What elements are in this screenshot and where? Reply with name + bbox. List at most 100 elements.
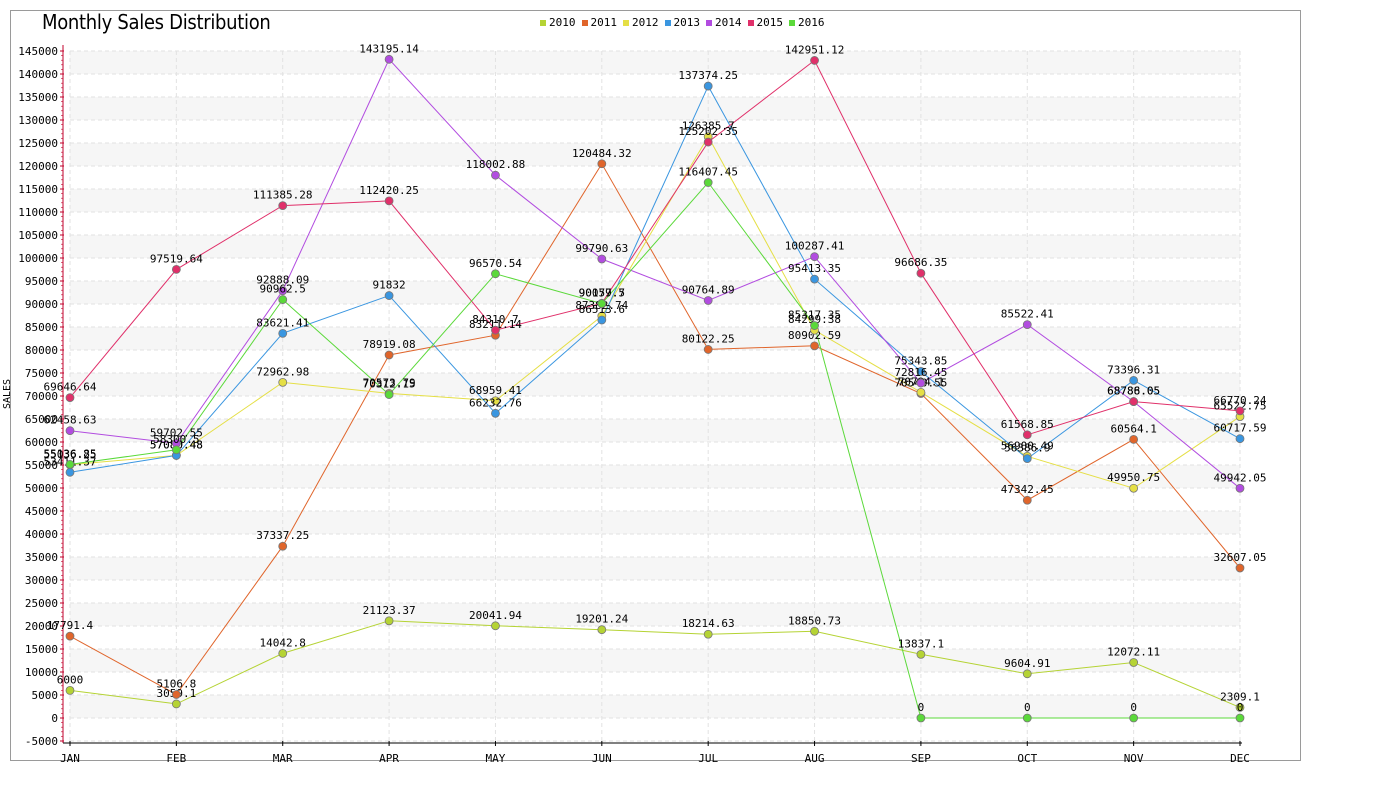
data-label: 58300.5 bbox=[153, 433, 199, 446]
data-point bbox=[65, 393, 75, 403]
y-tick-label: 120000 bbox=[18, 160, 58, 173]
data-label: 55036.25 bbox=[44, 448, 97, 461]
data-point bbox=[597, 159, 607, 169]
data-point bbox=[1129, 375, 1139, 385]
data-label: 75343.85 bbox=[894, 354, 947, 367]
y-tick-label: 60000 bbox=[25, 436, 58, 449]
data-label: 142951.12 bbox=[785, 43, 845, 56]
data-label: 59702.55 bbox=[150, 426, 203, 439]
data-point bbox=[916, 378, 926, 388]
data-point bbox=[1129, 397, 1139, 406]
series-line bbox=[69, 620, 1241, 708]
data-point bbox=[1022, 430, 1032, 440]
data-label: 49950.75 bbox=[1107, 471, 1160, 484]
x-tick-label: JUL bbox=[698, 752, 718, 765]
data-point bbox=[916, 367, 926, 376]
x-tick-label: AUG bbox=[805, 752, 825, 765]
y-tick-label: 140000 bbox=[18, 68, 58, 81]
legend-swatch bbox=[540, 19, 546, 26]
y-tick-label: 10000 bbox=[25, 666, 58, 679]
legend-item: 2015 bbox=[747, 16, 783, 29]
data-point bbox=[703, 81, 713, 91]
data-label: 18214.63 bbox=[682, 617, 735, 630]
data-label: 72962.98 bbox=[256, 365, 309, 378]
data-label: 61568.85 bbox=[1001, 418, 1054, 431]
data-label: 6000 bbox=[57, 673, 84, 686]
data-point bbox=[384, 616, 394, 626]
data-label: 32607.05 bbox=[1214, 551, 1267, 564]
data-point bbox=[810, 252, 819, 262]
data-label: 0 bbox=[1024, 701, 1031, 714]
series-line bbox=[69, 135, 1241, 489]
data-point bbox=[384, 350, 394, 360]
data-point bbox=[491, 621, 500, 631]
data-label: 2309.1 bbox=[1220, 690, 1260, 703]
data-label: 95413.35 bbox=[788, 262, 841, 275]
x-tick-label: DEC bbox=[1230, 752, 1250, 765]
grid-band bbox=[70, 235, 1240, 258]
data-point bbox=[491, 269, 500, 279]
grid-band bbox=[70, 465, 1240, 488]
series-line bbox=[69, 84, 1241, 473]
y-tick-label: 30000 bbox=[25, 574, 58, 587]
data-point bbox=[703, 296, 713, 305]
y-tick-label: 130000 bbox=[18, 114, 58, 127]
data-label: 143195.14 bbox=[359, 42, 419, 55]
data-label: 100287.41 bbox=[785, 240, 845, 253]
data-label: 68959.41 bbox=[469, 384, 522, 397]
data-point bbox=[65, 459, 75, 469]
series-line bbox=[69, 181, 1240, 719]
data-point bbox=[1022, 454, 1032, 464]
data-point bbox=[1235, 434, 1245, 444]
y-tick-label: 135000 bbox=[18, 91, 58, 104]
legend-item: 2013 bbox=[664, 16, 700, 29]
data-label: 68788.05 bbox=[1107, 385, 1160, 398]
data-label: 17791.4 bbox=[47, 619, 94, 632]
y-tick-label: 145000 bbox=[18, 45, 58, 58]
data-label: 19201.24 bbox=[575, 613, 628, 626]
data-label: 21123.37 bbox=[363, 604, 416, 617]
data-point bbox=[278, 328, 288, 338]
data-point bbox=[1022, 713, 1032, 723]
legend-item: 2011 bbox=[581, 16, 617, 29]
data-label: 83621.41 bbox=[256, 316, 309, 329]
data-label: 14042.8 bbox=[260, 636, 306, 649]
data-label: 126385.7 bbox=[682, 120, 735, 133]
data-label: 112420.25 bbox=[359, 184, 419, 197]
grid-band bbox=[70, 649, 1240, 672]
y-tick-label: 100000 bbox=[18, 252, 58, 265]
data-label: 65522.75 bbox=[1214, 400, 1267, 413]
data-label: 18850.73 bbox=[788, 614, 841, 627]
data-point bbox=[1022, 495, 1032, 505]
data-point bbox=[1129, 658, 1139, 667]
grid-band bbox=[70, 511, 1240, 534]
data-point bbox=[278, 295, 288, 304]
data-label: 116407.45 bbox=[678, 166, 738, 179]
chart-title: Monthly Sales Distribution bbox=[42, 10, 271, 34]
data-label: 96686.35 bbox=[894, 256, 947, 269]
x-tick-label: MAY bbox=[486, 752, 506, 765]
data-point bbox=[278, 286, 288, 296]
data-point bbox=[65, 467, 75, 477]
data-point bbox=[491, 408, 500, 418]
data-point bbox=[703, 137, 713, 147]
data-point bbox=[278, 201, 288, 211]
data-point bbox=[1022, 320, 1032, 329]
grid-band bbox=[70, 51, 1240, 74]
data-label: 83211.14 bbox=[469, 318, 522, 331]
data-label: 78919.08 bbox=[363, 338, 416, 351]
legend-swatch bbox=[789, 19, 795, 26]
x-tick-label: SEP bbox=[911, 752, 931, 765]
y-axis-title: SALES bbox=[2, 379, 13, 409]
data-point bbox=[597, 625, 607, 635]
data-label: 92888.09 bbox=[256, 274, 309, 287]
y-tick-label: 80000 bbox=[25, 344, 58, 357]
data-label: 99790.63 bbox=[575, 242, 628, 255]
y-tick-label: 25000 bbox=[25, 597, 58, 610]
data-point bbox=[597, 315, 607, 325]
y-tick-label: 110000 bbox=[18, 206, 58, 219]
x-tick-label: APR bbox=[379, 752, 399, 765]
data-point bbox=[171, 265, 181, 274]
series-line bbox=[69, 58, 1241, 489]
